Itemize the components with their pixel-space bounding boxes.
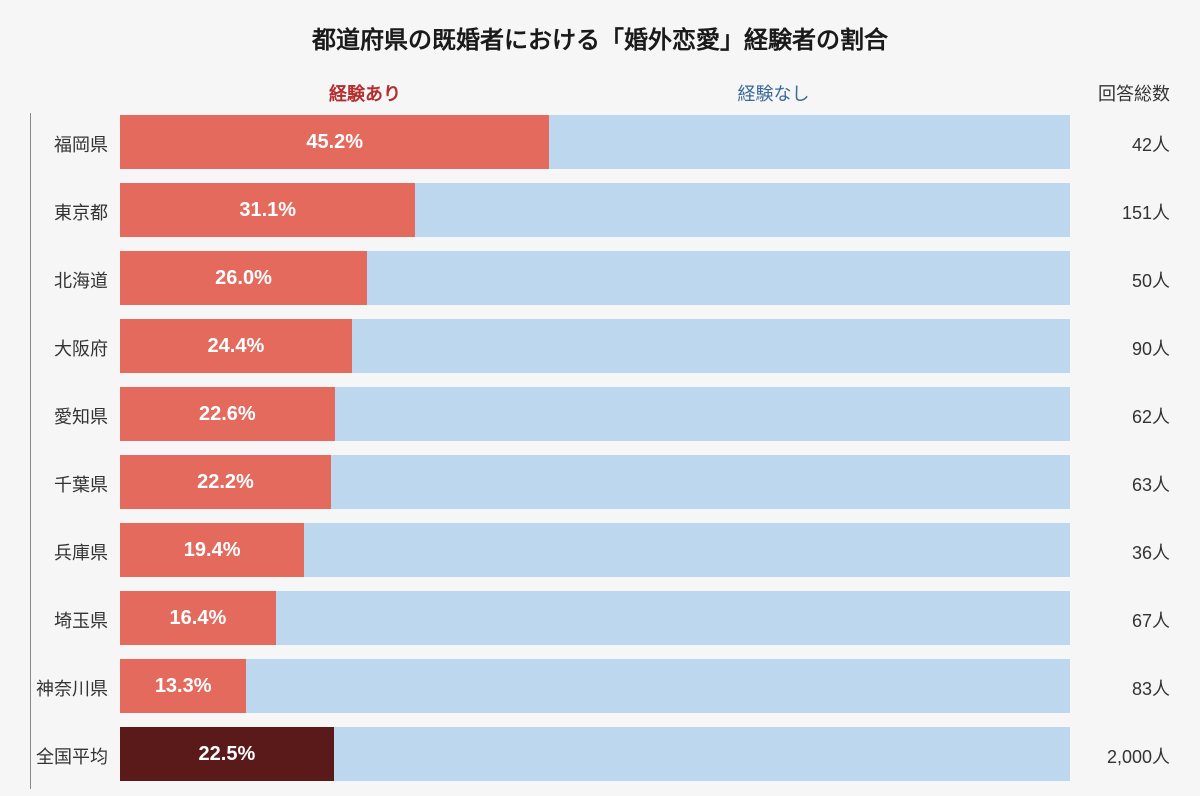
row-bar: 22.6%	[120, 387, 1070, 445]
legend-area: 経験あり 経験なし	[120, 75, 1070, 111]
bar-value: 22.5%	[199, 743, 256, 766]
row-label: 千葉県	[30, 471, 120, 497]
bar-no-experience: 19.4%	[120, 523, 1070, 577]
row-bar: 22.5%	[120, 727, 1070, 785]
row-bar: 22.2%	[120, 455, 1070, 513]
bar-value: 45.2%	[306, 131, 363, 154]
legend-no-wrap: 経験なし	[738, 80, 810, 106]
bar-yes-experience: 16.4%	[120, 591, 276, 645]
row-bar: 31.1%	[120, 183, 1070, 241]
bar-no-experience: 26.0%	[120, 251, 1070, 305]
row-label: 埼玉県	[30, 607, 120, 633]
row-count: 151人	[1070, 199, 1170, 225]
chart-row: 埼玉県 16.4% 67人	[30, 591, 1170, 649]
bar-yes-experience: 31.1%	[120, 183, 415, 237]
bar-no-experience: 22.6%	[120, 387, 1070, 441]
bar-value: 26.0%	[215, 267, 272, 290]
row-count: 83人	[1070, 675, 1170, 701]
bar-yes-experience: 45.2%	[120, 115, 549, 169]
bar-value: 22.2%	[197, 471, 254, 494]
bar-value: 22.6%	[199, 403, 256, 426]
chart-row: 兵庫県 19.4% 36人	[30, 523, 1170, 581]
bar-yes-experience: 22.2%	[120, 455, 331, 509]
row-label: 神奈川県	[30, 675, 120, 701]
bar-no-experience: 45.2%	[120, 115, 1070, 169]
chart-row: 北海道 26.0% 50人	[30, 251, 1170, 309]
row-count: 67人	[1070, 607, 1170, 633]
count-header: 回答総数	[1070, 80, 1170, 106]
chart-container: 都道府県の既婚者における「婚外恋愛」経験者の割合 経験あり 経験なし 回答総数 …	[30, 20, 1170, 776]
bar-yes-experience: 22.5%	[120, 727, 334, 781]
bar-value: 16.4%	[170, 607, 227, 630]
chart-row: 全国平均 22.5% 2,000人	[30, 727, 1170, 785]
row-label: 兵庫県	[30, 539, 120, 565]
bar-yes-experience: 22.6%	[120, 387, 335, 441]
bar-yes-experience: 19.4%	[120, 523, 304, 577]
row-count: 90人	[1070, 335, 1170, 361]
bar-yes-experience: 24.4%	[120, 319, 352, 373]
row-bar: 19.4%	[120, 523, 1070, 581]
bar-no-experience: 22.5%	[120, 727, 1070, 781]
y-axis-line	[30, 113, 31, 789]
legend-yes-wrap: 経験あり	[329, 80, 401, 106]
bar-no-experience: 24.4%	[120, 319, 1070, 373]
legend-yes: 経験あり	[329, 84, 401, 104]
bar-no-experience: 13.3%	[120, 659, 1070, 713]
row-count: 62人	[1070, 403, 1170, 429]
chart-row: 東京都 31.1% 151人	[30, 183, 1170, 241]
bar-no-experience: 22.2%	[120, 455, 1070, 509]
row-label: 福岡県	[30, 131, 120, 157]
chart-row: 神奈川県 13.3% 83人	[30, 659, 1170, 717]
bar-value: 19.4%	[184, 539, 241, 562]
row-label: 全国平均	[30, 743, 120, 769]
chart-row: 千葉県 22.2% 63人	[30, 455, 1170, 513]
row-bar: 24.4%	[120, 319, 1070, 377]
chart-row: 福岡県 45.2% 42人	[30, 115, 1170, 173]
legend-no: 経験なし	[738, 84, 810, 104]
row-bar: 26.0%	[120, 251, 1070, 309]
bar-yes-experience: 13.3%	[120, 659, 246, 713]
bar-value: 24.4%	[208, 335, 265, 358]
row-count: 63人	[1070, 471, 1170, 497]
row-bar: 13.3%	[120, 659, 1070, 717]
row-label: 大阪府	[30, 335, 120, 361]
bar-no-experience: 31.1%	[120, 183, 1070, 237]
chart-header: 経験あり 経験なし 回答総数	[30, 75, 1170, 111]
chart-title: 都道府県の既婚者における「婚外恋愛」経験者の割合	[30, 20, 1170, 55]
row-bar: 45.2%	[120, 115, 1070, 173]
chart-row: 大阪府 24.4% 90人	[30, 319, 1170, 377]
row-bar: 16.4%	[120, 591, 1070, 649]
chart-rows: 福岡県 45.2% 42人東京都 31.1% 151人北海道 26.0% 50人大阪府 24.…	[30, 115, 1170, 785]
bar-yes-experience: 26.0%	[120, 251, 367, 305]
row-count: 50人	[1070, 267, 1170, 293]
row-label: 愛知県	[30, 403, 120, 429]
bar-no-experience: 16.4%	[120, 591, 1070, 645]
bar-value: 13.3%	[155, 675, 212, 698]
row-count: 42人	[1070, 131, 1170, 157]
bar-value: 31.1%	[239, 199, 296, 222]
row-label: 東京都	[30, 199, 120, 225]
row-count: 36人	[1070, 539, 1170, 565]
row-label: 北海道	[30, 267, 120, 293]
chart-row: 愛知県 22.6% 62人	[30, 387, 1170, 445]
row-count: 2,000人	[1070, 743, 1170, 769]
